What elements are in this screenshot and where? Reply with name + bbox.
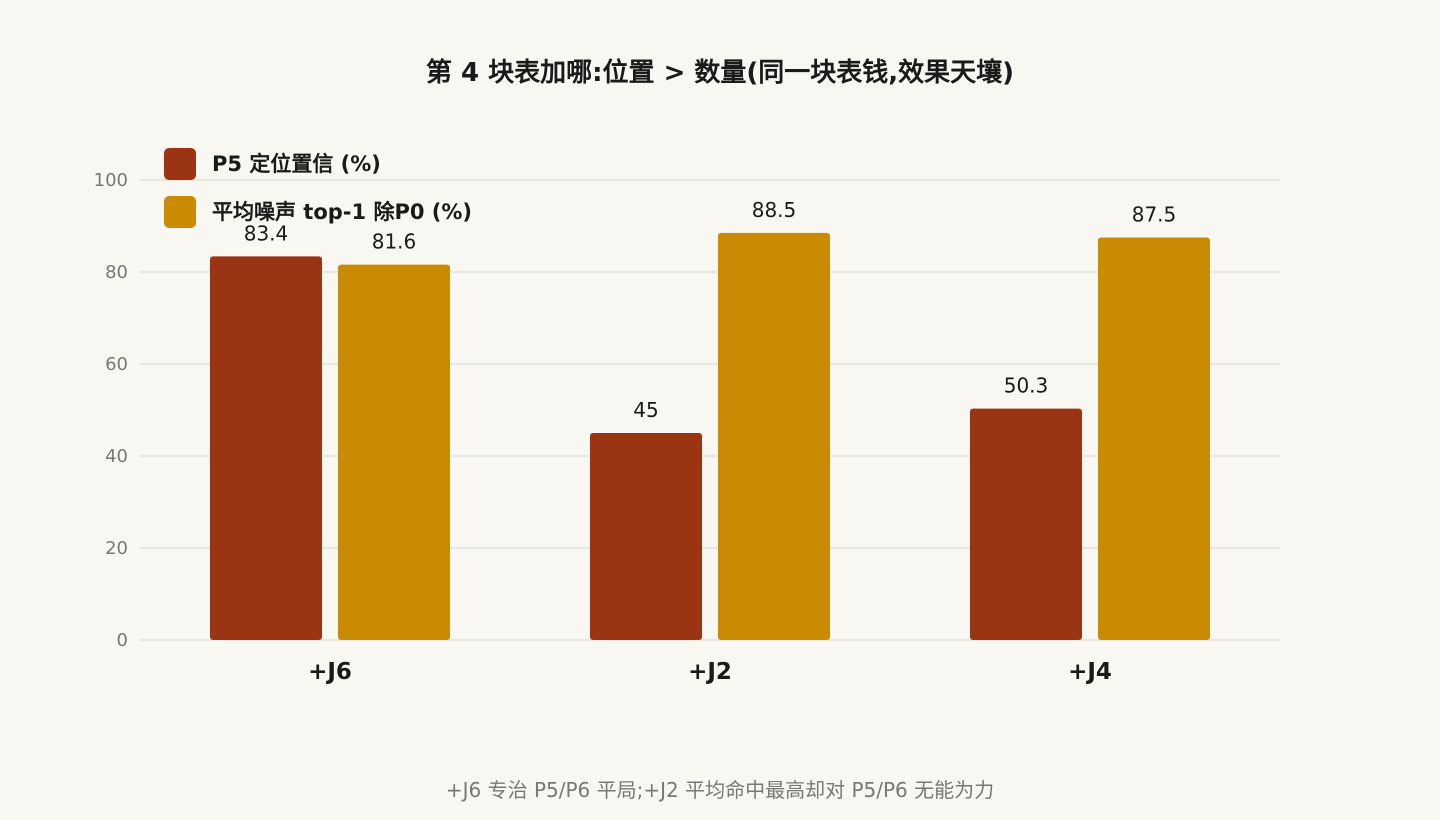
y-tick-label: 40 [105,446,128,467]
x-tick-label: +J4 [1068,659,1112,685]
legend-label: 平均噪声 top-1 除P0 (%) [212,200,472,224]
bars [210,232,1210,640]
x-tick-label: +J6 [308,659,352,685]
y-axis-ticks: 0 20 40 60 80 100 [94,170,128,651]
chart-title: 第 4 块表加哪:位置 > 数量(同一块表钱,效果天壤) [425,58,1015,88]
grid-lines [140,179,1280,641]
y-tick-label: 20 [105,538,128,559]
legend: P5 定位置信 (%) 平均噪声 top-1 除P0 (%) [164,148,472,228]
bar [970,408,1082,640]
y-tick-label: 100 [94,170,128,191]
chart-footnote: +J6 专治 P5/P6 平局;+J2 平均命中最高却对 P5/P6 无能为力 [445,778,995,802]
legend-swatch [164,196,196,228]
data-label: 88.5 [752,198,797,222]
data-label: 83.4 [244,221,289,245]
x-tick-label: +J2 [688,659,732,685]
x-axis-ticks: +J6 +J2 +J4 [308,659,1112,685]
data-labels: 83.4 81.6 45 88.5 50.3 87.5 [244,198,1177,422]
data-label: 81.6 [372,230,417,254]
data-label: 87.5 [1132,203,1177,227]
legend-swatch [164,148,196,180]
y-tick-label: 60 [105,354,128,375]
bar [718,232,830,640]
legend-label: P5 定位置信 (%) [212,152,381,176]
bar [1098,237,1210,640]
data-label: 45 [633,398,658,422]
bar [338,264,450,640]
y-tick-label: 0 [117,630,128,651]
data-label: 50.3 [1004,374,1049,398]
bar [210,256,322,640]
y-tick-label: 80 [105,262,128,283]
bar [590,433,702,640]
